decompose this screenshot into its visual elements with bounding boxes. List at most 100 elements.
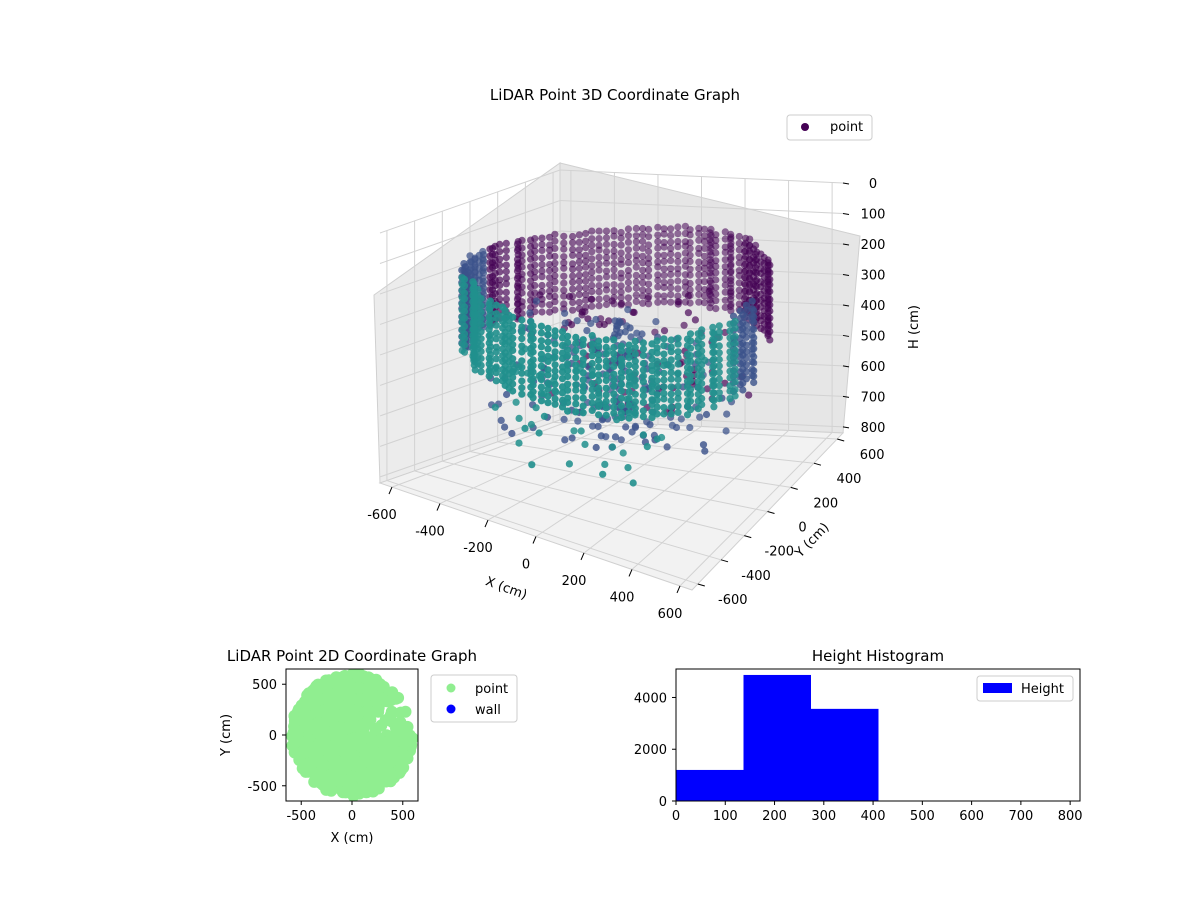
point-3d [683, 383, 692, 391]
point-3d [551, 400, 559, 408]
point-3d [674, 292, 682, 300]
point-3d [705, 287, 713, 295]
point-3d [527, 249, 535, 257]
point-3d [631, 363, 639, 371]
x-tick-label-hist: 200 [762, 809, 787, 824]
point-3d [667, 225, 675, 233]
x-tick-label-3d: 200 [562, 574, 587, 589]
point-3d [624, 285, 633, 293]
x-tick-3d [532, 536, 537, 544]
x-tick-label-3d: -400 [415, 525, 445, 540]
point-3d [660, 257, 668, 265]
point-3d [485, 305, 493, 313]
point-3d [628, 428, 636, 436]
point-3d [722, 427, 730, 435]
point-3d [667, 348, 675, 356]
point-3d [624, 246, 633, 254]
point-3d [735, 300, 743, 308]
point-3d [625, 361, 633, 369]
point-3d [617, 387, 626, 395]
point-3d [726, 327, 734, 335]
point-3d [645, 254, 653, 262]
point-2d [334, 709, 347, 722]
point-3d [631, 390, 639, 398]
point-3d [686, 257, 694, 266]
point-3d [625, 401, 633, 409]
point-3d [515, 439, 523, 447]
point-3d [565, 460, 574, 468]
point-3d [750, 372, 758, 380]
point-3d [712, 231, 720, 239]
point-3d [537, 389, 546, 397]
point-3d [551, 327, 559, 335]
point-3d [477, 314, 485, 323]
point-3d [568, 434, 576, 442]
point-3d [602, 376, 610, 385]
point-3d [645, 233, 653, 241]
point-3d [695, 271, 703, 279]
point-3d [588, 302, 596, 310]
point-3d [727, 267, 735, 275]
point-3d [610, 259, 618, 268]
point-3d [617, 374, 626, 382]
point-3d [654, 244, 662, 252]
point-3d [674, 230, 682, 238]
point-2d [288, 746, 301, 759]
point-3d [579, 409, 587, 417]
point-3d [509, 341, 517, 349]
point-3d [538, 261, 546, 269]
point-3d [674, 258, 682, 266]
point-3d [582, 271, 590, 279]
point-3d [695, 298, 703, 306]
point-3d [527, 283, 535, 291]
z-tick-label-3d: 700 [861, 390, 886, 405]
point-3d [588, 255, 596, 263]
point-3d [597, 432, 605, 440]
point-3d [710, 329, 718, 338]
point-3d [660, 298, 668, 306]
point-3d [509, 346, 517, 354]
point-3d [710, 403, 718, 411]
point-3d [766, 328, 774, 336]
point-3d [560, 272, 568, 280]
x-axis-label-2d: X (cm) [331, 831, 374, 846]
point-3d [471, 350, 479, 359]
point-3d [513, 307, 522, 315]
point-3d [731, 378, 739, 386]
histogram-bars [676, 674, 879, 801]
point-3d [639, 259, 647, 267]
y-axis-label-2d: Y (cm) [219, 714, 234, 757]
point-3d [660, 278, 668, 287]
point-3d [569, 251, 577, 259]
point-2d [357, 693, 370, 706]
y-tick-label-hist: 4000 [634, 691, 667, 706]
point-3d [513, 288, 522, 296]
point-3d [595, 266, 603, 274]
point-3d [564, 407, 572, 415]
point-3d [750, 334, 758, 342]
point-3d [610, 370, 618, 378]
point-3d [460, 335, 469, 343]
point-3d [573, 317, 581, 325]
point-3d [710, 362, 718, 370]
point-3d [551, 380, 559, 388]
point-3d [575, 246, 583, 254]
y-tick-3d [767, 511, 775, 514]
x-tick-label-hist: 0 [672, 809, 680, 824]
point-3d [766, 307, 774, 315]
point-3d [726, 320, 734, 328]
point-3d [632, 278, 640, 286]
point-3d [611, 317, 619, 325]
point-3d [654, 292, 662, 300]
point-3d [477, 301, 485, 310]
point-3d [639, 359, 648, 368]
point-3d [588, 340, 596, 348]
point-3d [667, 291, 675, 299]
point-3d [491, 403, 499, 411]
point-3d [639, 407, 648, 415]
point-3d [502, 253, 510, 262]
point-3d [569, 285, 577, 293]
point-3d [502, 288, 510, 296]
point-3d [701, 447, 709, 455]
point-3d [645, 280, 653, 288]
